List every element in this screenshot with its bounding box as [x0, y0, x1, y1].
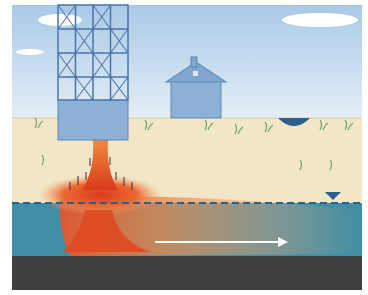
bedrock	[12, 256, 362, 290]
page	[0, 0, 368, 295]
illustration	[0, 0, 368, 295]
